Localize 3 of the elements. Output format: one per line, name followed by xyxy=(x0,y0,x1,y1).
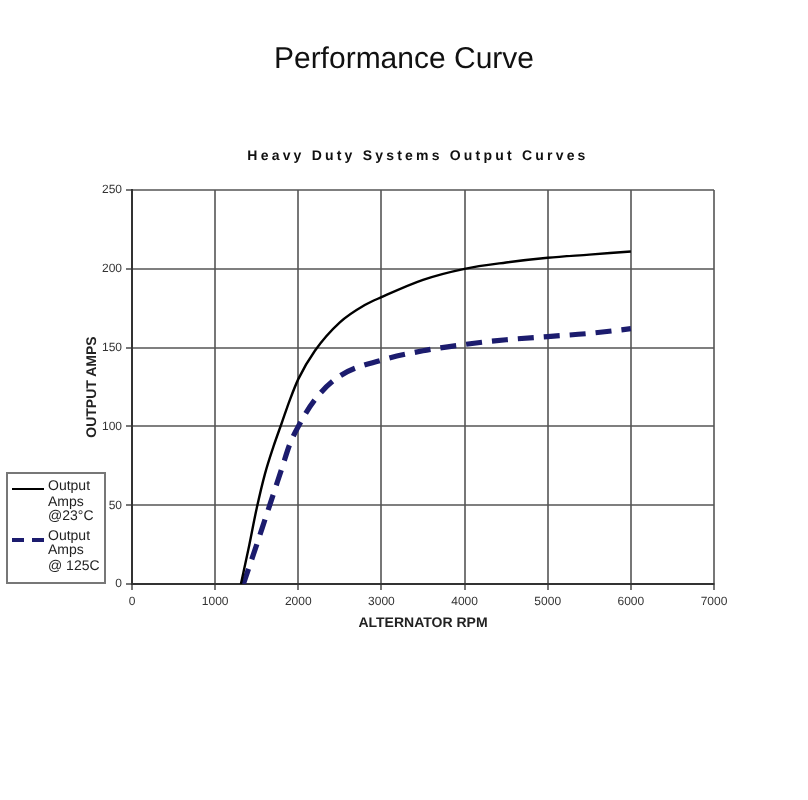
line-series xyxy=(239,250,633,584)
chart-title: Performance Curve xyxy=(271,42,537,76)
line-series xyxy=(240,326,634,584)
